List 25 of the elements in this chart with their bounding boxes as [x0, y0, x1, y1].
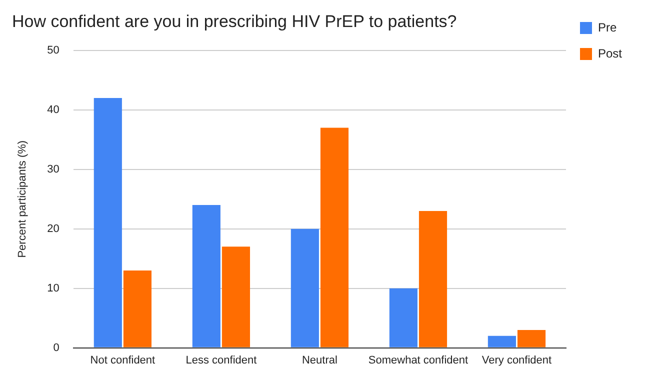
bar	[389, 288, 418, 348]
bar	[320, 128, 349, 348]
bar	[517, 330, 546, 348]
chart-title: How confident are you in prescribing HIV PrEP to patients?	[12, 12, 457, 31]
x-tick-label: Somewhat confident	[368, 354, 468, 366]
bar	[290, 228, 319, 348]
x-tick-label: Less confident	[186, 354, 257, 366]
y-axis-title: Percent participants (%)	[16, 140, 29, 258]
y-tick-label: 40	[47, 104, 60, 116]
bar	[488, 336, 516, 348]
bar	[222, 246, 250, 348]
y-tick-label: 10	[47, 282, 60, 294]
y-tick-label: 50	[47, 44, 60, 56]
bar	[123, 270, 152, 348]
y-tick-label: 0	[53, 342, 60, 354]
x-tick-label: Very confident	[482, 354, 552, 366]
bar	[418, 210, 448, 348]
x-tick-label: Neutral	[302, 354, 338, 366]
y-tick-label: 20	[47, 222, 60, 235]
bar	[94, 98, 122, 348]
legend-label: Post	[598, 46, 623, 60]
x-tick-label: Not confident	[90, 354, 156, 366]
bar	[192, 205, 220, 348]
legend-label: Pre	[598, 20, 617, 34]
y-tick-label: 30	[47, 163, 60, 176]
